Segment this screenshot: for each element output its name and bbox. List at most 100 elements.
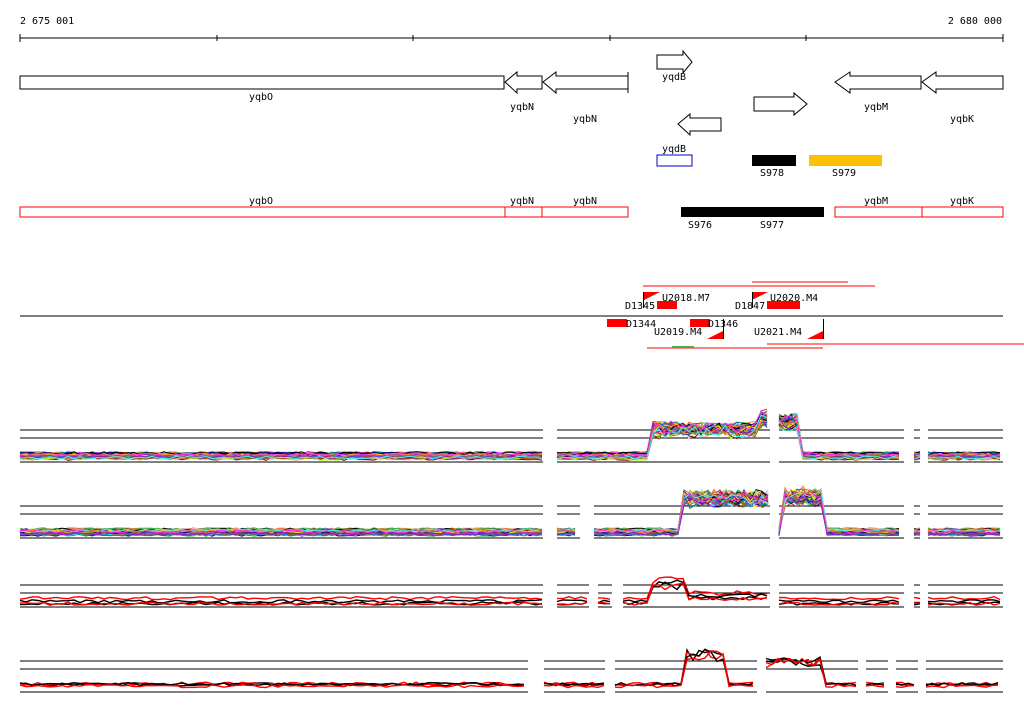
expression-profile-line	[19, 601, 543, 606]
expression-profile-line	[925, 681, 999, 686]
expression-profile-line	[19, 599, 543, 604]
probe-label: D1346	[708, 319, 738, 330]
blue-feature-box[interactable]	[656, 154, 693, 167]
red-box-yqbK[interactable]	[921, 206, 1004, 218]
expression-profile-line	[556, 534, 576, 537]
expression-profile-line	[556, 601, 588, 606]
red-box-yqbO[interactable]	[19, 206, 506, 218]
gene-yqbN-arrow-1[interactable]	[504, 70, 543, 95]
red-box-yqbM[interactable]	[834, 206, 923, 218]
gene-yqbO-box[interactable]	[19, 75, 505, 90]
expression-profile-line	[614, 648, 754, 686]
feature-label: S977	[760, 220, 784, 231]
expression-profile-line	[913, 531, 921, 535]
expression-profile-line	[927, 529, 1001, 534]
expression-profile-line	[778, 488, 900, 534]
probe-label: D1344	[626, 319, 656, 330]
feature-label: S976	[688, 220, 712, 231]
expression-profile-line	[19, 683, 525, 689]
gene-yqdB-arrow-fwd[interactable]	[656, 49, 693, 75]
probe-label: U2021.M4	[754, 327, 802, 338]
gene-yqbK-arrow[interactable]	[921, 71, 1004, 95]
expression-profile-line	[913, 533, 921, 537]
probe-block[interactable]	[607, 319, 627, 327]
expression-profile-line	[556, 530, 576, 533]
gene-label: yqbM	[864, 102, 888, 113]
probe-track	[20, 281, 1024, 349]
expression-profile-line	[778, 596, 900, 601]
expression-profile-line	[927, 531, 1001, 536]
expression-profile-line	[556, 599, 588, 603]
expression-profile-line	[778, 599, 900, 604]
ruler-end-label: 2 680 000	[948, 16, 1002, 27]
red-track-label: yqbK	[950, 196, 974, 207]
ruler: 2 675 001 2 680 000	[19, 16, 1004, 42]
probe-label: U2018.M7	[662, 293, 710, 304]
expression-profile-line	[543, 683, 605, 689]
expression-profile-line	[19, 455, 543, 460]
feature-bar-S979[interactable]	[809, 155, 882, 166]
feature-bar-S976-S977[interactable]	[681, 207, 824, 217]
probe-block[interactable]	[690, 319, 710, 327]
probe-label: D1345	[625, 301, 655, 312]
expression-profile-line	[556, 421, 767, 457]
expression-profile-line	[927, 601, 1001, 606]
expression-profile-line	[556, 595, 588, 600]
expression-profile-line	[927, 599, 1001, 604]
expression-profile-line	[19, 531, 543, 536]
expression-profile-line	[778, 489, 900, 534]
expression-tracks	[19, 408, 1003, 693]
probe-marker[interactable]	[707, 331, 723, 339]
feature-label: S978	[760, 168, 784, 179]
gene-label: yqbK	[950, 114, 974, 125]
expression-profile-line	[778, 601, 900, 606]
gene-label: yqdB	[662, 72, 686, 83]
expression-profile-line	[913, 453, 921, 455]
expression-profile-line	[778, 492, 900, 536]
expression-profile-line	[913, 596, 921, 600]
gene-unnamed-arrow[interactable]	[753, 91, 808, 117]
expression-profile-line	[19, 452, 543, 457]
expression-profile-line	[597, 597, 611, 600]
expression-profile-line	[19, 455, 543, 460]
expression-profile-line	[927, 455, 1001, 460]
probe-label: U2020.M4	[770, 293, 818, 304]
expression-profile-line	[614, 650, 754, 689]
expression-profile-line	[556, 414, 768, 460]
gene-yqbM-arrow[interactable]	[834, 71, 922, 94]
feature-label: S979	[832, 168, 856, 179]
expression-profile-line	[19, 451, 543, 456]
expression-profile-line	[622, 576, 768, 600]
gene-yqbN-arrow-2[interactable]	[542, 70, 629, 95]
expression-profile-line	[778, 601, 900, 606]
feature-track: yqdB S978 S979 S976 S977	[656, 144, 882, 231]
gene-label: yqbO	[249, 92, 273, 103]
gene-yqdB-arrow-rev[interactable]	[677, 112, 722, 137]
gene-track	[19, 49, 1004, 137]
expression-profile-line	[865, 682, 885, 686]
expression-profile-line	[19, 532, 543, 537]
expression-profile-line	[593, 492, 769, 534]
probe-marker[interactable]	[752, 292, 768, 300]
probe-label: U2019.M4	[654, 327, 702, 338]
gene-label: yqbN	[510, 102, 534, 113]
expression-profile-line	[543, 681, 604, 686]
expression-profile-line	[622, 582, 768, 606]
probe-marker[interactable]	[807, 331, 823, 339]
red-track-label: yqbO	[249, 196, 273, 207]
red-track-label: yqbN	[510, 196, 534, 207]
probe-marker[interactable]	[644, 292, 660, 300]
red-gene-track	[19, 206, 1004, 218]
gene-label: yqbN	[573, 114, 597, 125]
red-box-yqbN-2[interactable]	[541, 206, 629, 218]
red-box-yqbN-1[interactable]	[504, 206, 543, 218]
probe-block[interactable]	[767, 301, 800, 309]
expression-profile-line	[778, 489, 900, 534]
expression-profile-line	[556, 531, 576, 535]
feature-bar-S978[interactable]	[752, 155, 796, 166]
expression-profile-line	[557, 410, 768, 457]
expression-profile-line	[895, 684, 915, 689]
probe-block[interactable]	[657, 301, 677, 309]
ruler-start-label: 2 675 001	[20, 16, 74, 27]
red-track-label: yqbN	[573, 196, 597, 207]
